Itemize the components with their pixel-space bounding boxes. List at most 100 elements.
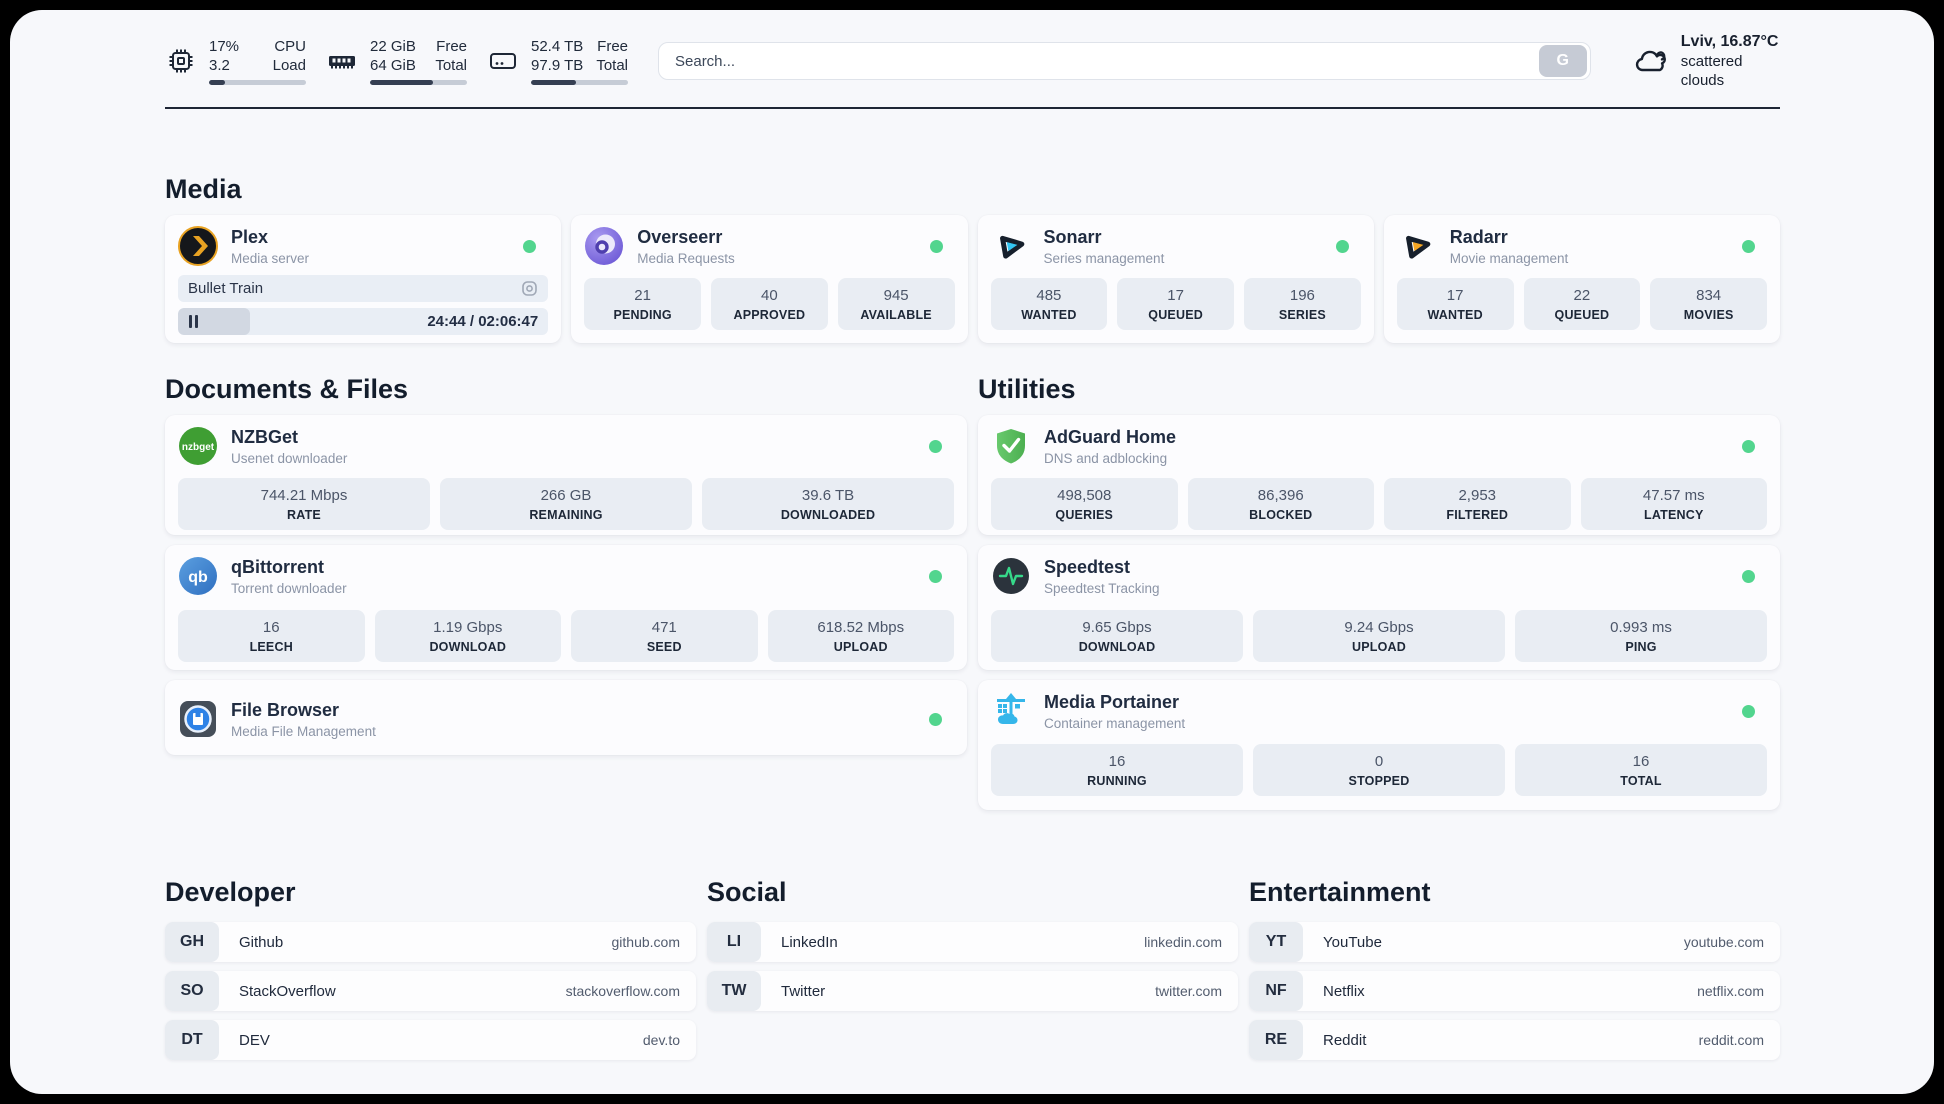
stat-blocked: 86,396 BLOCKED xyxy=(1187,478,1374,530)
app-card-plex[interactable]: Plex Media server Bullet Train 24:44 / 0… xyxy=(165,215,562,343)
status-dot-online xyxy=(929,239,943,253)
app-title: AdGuard Home xyxy=(1044,426,1177,447)
bookmark-reddit[interactable]: RE Reddit reddit.com xyxy=(1249,1020,1780,1060)
bookmark-url: linkedin.com xyxy=(1144,934,1222,950)
radarr-icon xyxy=(1405,235,1431,259)
bookmark-name: Github xyxy=(239,933,284,951)
cpu-label-1: CPU xyxy=(274,38,306,55)
app-card-radarr[interactable]: Radarr Movie management 17 WANTED 22 QUEUE… xyxy=(1383,215,1780,343)
bookmark-twitter[interactable]: TW Twitter twitter.com xyxy=(707,971,1238,1011)
bookmark-name: Reddit xyxy=(1323,1031,1367,1049)
speedtest-icon xyxy=(993,558,1029,594)
status-dot-online xyxy=(1742,239,1755,253)
stat-total: 16 TOTAL xyxy=(1515,744,1767,796)
stat-ping: 0.993 ms PING xyxy=(1515,610,1767,662)
bookmark-youtube[interactable]: YT YouTube youtube.com xyxy=(1249,922,1780,962)
app-card-overseerr[interactable]: Overseerr Media Requests 21 PENDING 40 APP… xyxy=(571,215,968,343)
disk-icon xyxy=(490,53,516,69)
bookmark-url: netflix.com xyxy=(1697,983,1764,999)
stat-downloaded: 39.6 TB DOWNLOADED xyxy=(702,478,954,530)
header-divider xyxy=(165,107,1780,109)
stat-latency: 47.57 ms LATENCY xyxy=(1580,478,1767,530)
app-subtitle: Torrent downloader xyxy=(231,580,347,596)
cloud-icon xyxy=(1635,50,1666,72)
mem-label-1: Free xyxy=(436,38,467,55)
status-dot-online xyxy=(1742,569,1755,583)
disk-label-2: Total xyxy=(596,57,628,74)
app-title: NZBGet xyxy=(231,426,298,447)
cpu-load: 3.2 xyxy=(209,57,230,74)
disk-free: 52.4 TB xyxy=(531,38,584,55)
bookmark-tag: NF xyxy=(1249,971,1303,1011)
stat-download: 1.19 Gbps DOWNLOAD xyxy=(374,610,561,662)
app-card-portainer[interactable]: Media Portainer Container management 16 R… xyxy=(978,680,1780,810)
search-bar: G xyxy=(658,42,1591,80)
app-card-nzbget[interactable]: nzbget NZBGet Usenet downloader 744.21 M… xyxy=(165,415,967,535)
bookmark-github[interactable]: GH Github github.com xyxy=(165,922,696,962)
app-subtitle: Usenet downloader xyxy=(231,450,348,466)
stat-queued: 17 QUEUED xyxy=(1117,278,1234,330)
playback-progress: 24:44 / 02:06:47 xyxy=(178,308,549,335)
bookmark-name: DEV xyxy=(239,1031,270,1049)
stat-pending: 21 PENDING xyxy=(584,278,701,330)
playback-time: 24:44 / 02:06:47 xyxy=(427,313,539,330)
status-dot-online xyxy=(1742,704,1755,718)
search-input[interactable] xyxy=(659,52,1539,70)
app-subtitle: Container management xyxy=(1044,715,1186,731)
bookmark-tag: TW xyxy=(707,971,761,1011)
app-title: Radarr xyxy=(1449,226,1508,247)
app-card-sonarr[interactable]: Sonarr Series management 485 WANTED 17 QUE… xyxy=(977,215,1374,343)
app-card-qbittorrent[interactable]: qb qBittorrent Torrent downloader 16 LEEC… xyxy=(165,545,967,670)
bookmark-dev[interactable]: DT DEV dev.to xyxy=(165,1020,696,1060)
filebrowser-icon xyxy=(180,701,216,737)
cpu-usage: 17% xyxy=(209,38,240,55)
stat-upload: 618.52 Mbps UPLOAD xyxy=(767,610,954,662)
app-title: Speedtest xyxy=(1044,556,1131,577)
bookmark-stackoverflow[interactable]: SO StackOverflow stackoverflow.com xyxy=(165,971,696,1011)
bookmark-url: youtube.com xyxy=(1683,934,1764,950)
app-subtitle: Media File Management xyxy=(231,723,376,739)
stat-filtered: 2,953 FILTERED xyxy=(1384,478,1571,530)
section-title-developer: Developer xyxy=(165,877,296,907)
cpu-widget: 17% 3.2 CPU Load xyxy=(165,37,306,85)
stat-series: 196 SERIES xyxy=(1244,278,1361,330)
qbittorrent-icon: qb xyxy=(179,557,217,595)
app-subtitle: Movie management xyxy=(1449,250,1569,266)
bookmark-url: twitter.com xyxy=(1155,983,1222,999)
bookmark-name: YouTube xyxy=(1323,933,1382,951)
bookmark-tag: SO xyxy=(165,971,219,1011)
svg-text:qb: qb xyxy=(188,569,208,586)
disk-total: 97.9 TB xyxy=(531,57,584,74)
status-dot-online xyxy=(929,569,942,583)
adguard-icon xyxy=(997,429,1025,464)
status-dot-online xyxy=(929,712,942,726)
app-subtitle: Media server xyxy=(231,250,310,266)
bookmark-url: github.com xyxy=(611,934,680,950)
app-title: Sonarr xyxy=(1043,226,1102,247)
nzbget-icon: nzbget xyxy=(179,427,217,465)
disk-widget: 52.4 TB 97.9 TB Free Total xyxy=(487,37,628,85)
search-engine-button[interactable]: G xyxy=(1538,45,1587,77)
cpu-icon xyxy=(169,49,193,73)
bookmark-url: stackoverflow.com xyxy=(565,983,680,999)
app-card-speedtest[interactable]: Speedtest Speedtest Tracking 9.65 Gbps DO… xyxy=(978,545,1780,670)
now-playing-title: Bullet Train xyxy=(188,280,264,297)
session-screen-icon[interactable] xyxy=(521,280,538,297)
plex-icon xyxy=(178,226,218,266)
stat-remaining: 266 GB REMAINING xyxy=(440,478,692,530)
bookmark-tag: DT xyxy=(165,1020,219,1060)
app-title: File Browser xyxy=(231,699,340,720)
stat-approved: 40 APPROVED xyxy=(711,278,828,330)
stat-queued: 22 QUEUED xyxy=(1523,278,1641,330)
app-card-adguard[interactable]: AdGuard Home DNS and adblocking 498,508 Q… xyxy=(978,415,1780,535)
stat-available: 945 AVAILABLE xyxy=(837,278,955,330)
bookmark-linkedin[interactable]: LI LinkedIn linkedin.com xyxy=(707,922,1238,962)
cpu-label-2: Load xyxy=(272,57,306,74)
stat-queries: 498,508 QUERIES xyxy=(991,478,1178,530)
app-card-filebrowser[interactable]: File Browser Media File Management xyxy=(165,680,967,755)
pause-icon xyxy=(189,315,198,328)
weather-condition: scattered clouds xyxy=(1680,53,1743,89)
stat-movies: 834 MOVIES xyxy=(1650,278,1767,330)
section-title-social: Social xyxy=(707,877,787,907)
bookmark-netflix[interactable]: NF Netflix netflix.com xyxy=(1249,971,1780,1011)
